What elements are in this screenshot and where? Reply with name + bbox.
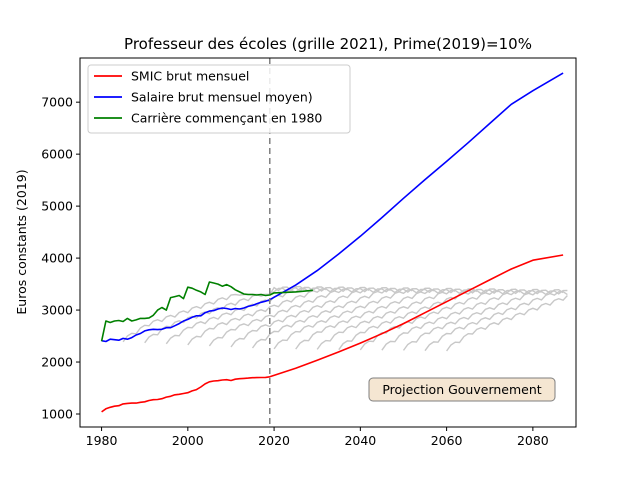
grey-career-line	[424, 290, 568, 352]
y-tick-label: 3000	[41, 303, 73, 318]
plot-frame	[79, 57, 577, 428]
grey-career-line	[208, 286, 391, 347]
grey-career-line	[230, 287, 413, 348]
annotation-background	[368, 377, 556, 402]
y-tick-label: 6000	[41, 147, 73, 162]
series-line-2	[100, 281, 313, 342]
grey-career-line	[359, 288, 542, 351]
grey-career-line	[144, 286, 327, 344]
legend: SMIC brut mensuel Salaire brut mensuel m…	[87, 64, 351, 134]
x-tick-label: 2080	[517, 433, 549, 448]
grey-career-line	[122, 285, 305, 343]
x-axis: 1980 2000 2020 2040 2060 2080	[86, 427, 549, 448]
grey-career-line	[251, 287, 435, 349]
y-tick-label: 5000	[41, 199, 73, 214]
grey-career-line	[316, 288, 499, 350]
grey-career-line	[446, 295, 568, 352]
series-line-1	[101, 72, 564, 343]
series-line-0	[101, 254, 564, 413]
x-tick-label: 2020	[258, 433, 290, 448]
y-tick-label: 1000	[41, 407, 73, 422]
grey-career-line	[165, 286, 348, 345]
x-tick-label: 1980	[86, 433, 118, 448]
grey-career-line	[381, 288, 564, 351]
y-tick-label: 4000	[41, 251, 73, 266]
y-tick-label: 7000	[41, 95, 73, 110]
legend-box	[87, 64, 351, 134]
legend-label-smic: SMIC brut mensuel	[131, 69, 249, 84]
x-tick-label: 2060	[431, 433, 463, 448]
legend-label-salaire: Salaire brut mensuel moyen)	[131, 90, 313, 105]
annotation-text: Projection Gouvernement	[382, 382, 541, 397]
y-axis-label: Euros constants (2019)	[14, 169, 29, 314]
x-tick-label: 2040	[344, 433, 376, 448]
series-lines	[100, 72, 564, 413]
grey-career-line	[273, 287, 456, 350]
grey-career-line	[295, 287, 478, 350]
grey-career-line	[187, 286, 370, 346]
grey-career-curves	[122, 285, 568, 352]
grey-career-line	[338, 288, 521, 351]
grey-career-line	[402, 289, 568, 351]
legend-label-carriere: Carrière commençant en 1980	[131, 111, 322, 126]
annotation-box: Projection Gouvernement	[368, 377, 556, 402]
y-tick-label: 2000	[41, 355, 73, 370]
chart-title: Professeur des écoles (grille 2021), Pri…	[124, 35, 532, 53]
y-axis: 1000 2000 3000 4000 5000 6000 7000	[41, 95, 80, 422]
x-tick-label: 2000	[172, 433, 204, 448]
